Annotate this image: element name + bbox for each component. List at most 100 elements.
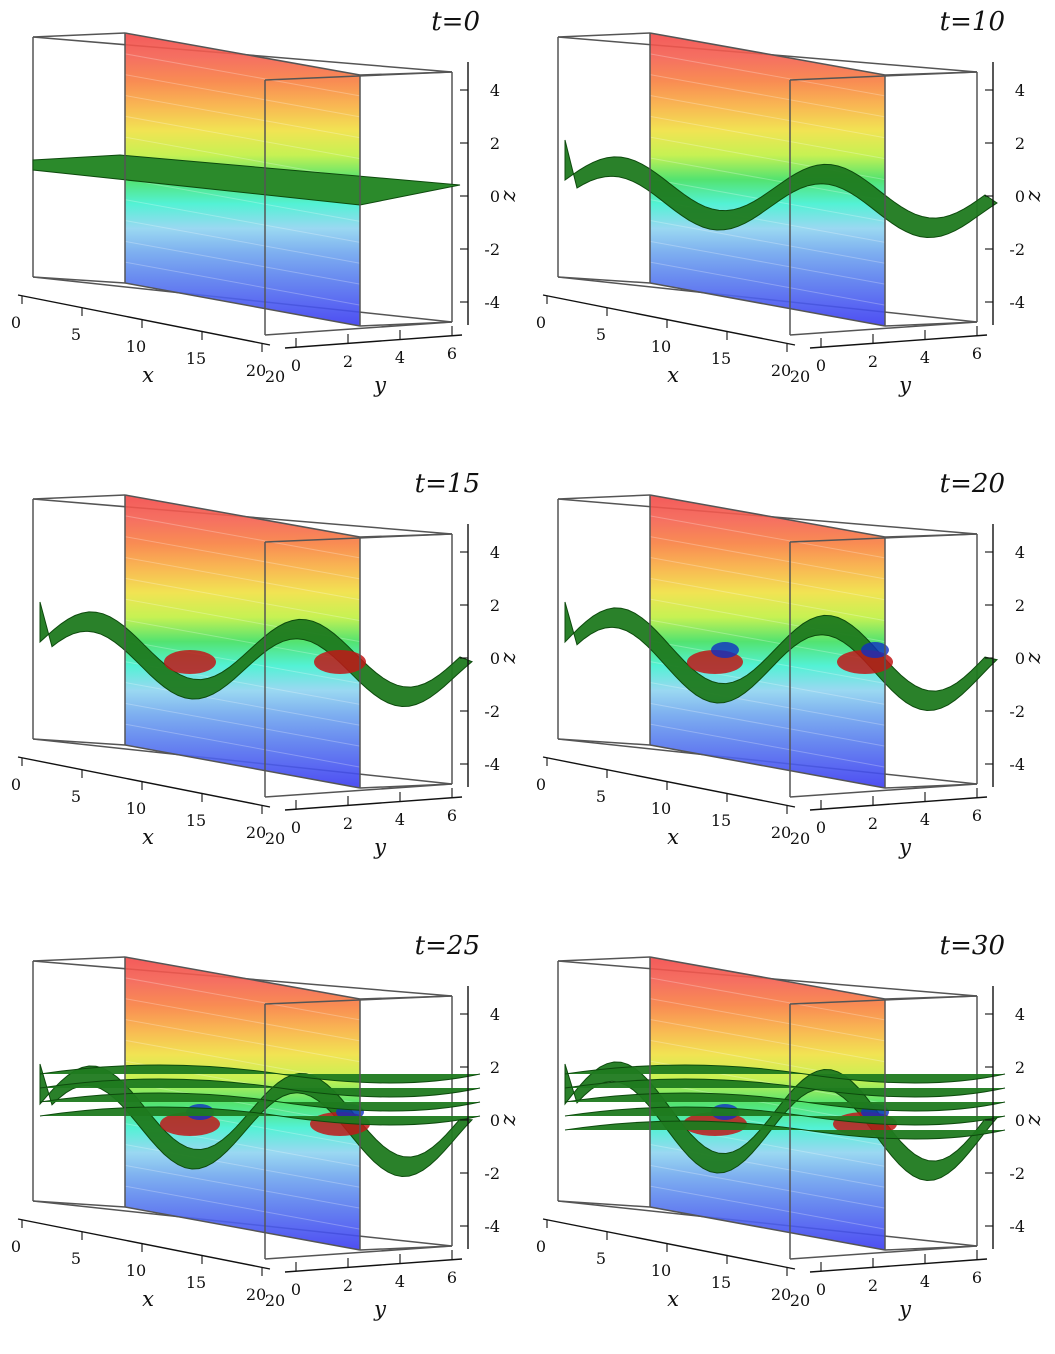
x-tick-label: 20 — [790, 1291, 810, 1310]
z-tick-label: -2 — [1009, 240, 1025, 259]
x-axis-label: x — [142, 1287, 154, 1311]
x-tick-label: 5 — [596, 325, 606, 344]
z-tick-label: -2 — [484, 702, 500, 721]
y-tick-label: 0 — [816, 1280, 826, 1299]
panel-title: t=20 — [940, 469, 1005, 499]
z-tick-label: 0 — [1015, 187, 1025, 206]
y-tick-label: 6 — [447, 806, 457, 825]
box-front-edges — [649, 494, 978, 798]
y-axis: 0 2 4 6 20 y — [790, 788, 988, 859]
isosurface — [564, 1061, 1006, 1182]
isosurface — [32, 154, 461, 206]
z-tick-label: 0 — [1015, 649, 1025, 668]
y-tick-label: 2 — [343, 352, 353, 371]
x-tick-label: 0 — [11, 313, 21, 332]
panel-t30: t=30 0 5 10 15 20 x 0 2 4 6 20 y 4 2 0 -2 -4 z — [525, 924, 1045, 1354]
panel-t0: t=0 0 5 10 15 20 x 0 2 4 6 20 y 4 2 0 -2 -4 z — [0, 0, 520, 430]
x-axis-label: x — [667, 1287, 679, 1311]
y-tick-label: 2 — [868, 352, 878, 371]
z-tick-label: 2 — [490, 134, 500, 153]
z-tick-label: 4 — [1015, 543, 1025, 562]
z-tick-label: -4 — [484, 755, 500, 774]
x-tick-label: 10 — [651, 1261, 671, 1280]
x-tick-label: 10 — [651, 799, 671, 818]
x-tick-label: 10 — [126, 799, 146, 818]
z-tick-label: 4 — [1015, 81, 1025, 100]
y-tick-label: 4 — [395, 810, 405, 829]
x-tick-label: 10 — [651, 337, 671, 356]
x-tick-label: 20 — [246, 361, 266, 380]
y-tick-label: 4 — [920, 348, 930, 367]
z-axis: 4 2 0 -2 -4 z — [985, 62, 1045, 325]
box-front-edges — [124, 494, 453, 798]
x-tick-label: 20 — [265, 367, 285, 386]
y-tick-label: 0 — [291, 1280, 301, 1299]
x-tick-label: 15 — [711, 811, 731, 830]
z-tick-label: 4 — [490, 1005, 500, 1024]
z-tick-label: -4 — [1009, 1217, 1025, 1236]
panel-title: t=25 — [415, 931, 480, 961]
isosurface — [39, 1063, 481, 1178]
x-tick-label: 20 — [771, 361, 791, 380]
y-tick-label: 6 — [972, 1268, 982, 1287]
x-tick-label: 15 — [186, 349, 206, 368]
y-tick-label: 0 — [291, 818, 301, 837]
z-axis: 4 2 0 -2 -4 z — [985, 986, 1045, 1249]
y-tick-label: 0 — [291, 356, 301, 375]
z-tick-label: 4 — [490, 543, 500, 562]
z-tick-label: 0 — [490, 1111, 500, 1130]
y-axis: 0 2 4 6 20 y — [265, 326, 463, 397]
isosurface — [39, 601, 473, 708]
z-tick-label: -2 — [1009, 1164, 1025, 1183]
z-axis-label: z — [496, 190, 520, 203]
z-tick-label: 0 — [490, 187, 500, 206]
z-axis: 4 2 0 -2 -4 z — [460, 62, 520, 325]
x-tick-label: 20 — [246, 1285, 266, 1304]
x-axis-label: x — [142, 363, 154, 387]
x-tick-label: 0 — [11, 775, 21, 794]
x-tick-label: 5 — [71, 787, 81, 806]
z-tick-label: 2 — [490, 1058, 500, 1077]
x-axis: 0 5 10 15 20 x — [11, 756, 271, 849]
z-tick-label: 2 — [490, 596, 500, 615]
z-tick-label: -4 — [1009, 755, 1025, 774]
y-tick-label: 2 — [343, 1276, 353, 1295]
contour-slice — [650, 957, 885, 1250]
y-tick-label: 4 — [395, 348, 405, 367]
panel-t25: t=25 0 5 10 15 20 x 0 2 4 6 20 y 4 2 0 -2 -4 z — [0, 924, 520, 1354]
y-axis: 0 2 4 6 20 y — [790, 326, 988, 397]
panel-title: t=30 — [940, 931, 1005, 961]
z-axis-label: z — [496, 1114, 520, 1127]
x-tick-label: 20 — [771, 1285, 791, 1304]
x-tick-label: 10 — [126, 1261, 146, 1280]
x-tick-label: 0 — [11, 1237, 21, 1256]
y-tick-label: 2 — [868, 1276, 878, 1295]
x-axis-label: x — [667, 825, 679, 849]
y-axis-label: y — [898, 835, 912, 859]
panel-title: t=15 — [415, 469, 480, 499]
z-tick-label: 0 — [1015, 1111, 1025, 1130]
x-tick-label: 0 — [536, 313, 546, 332]
x-tick-label: 5 — [71, 325, 81, 344]
box-front-edges — [124, 956, 453, 1260]
panel-title: t=10 — [940, 7, 1005, 37]
z-axis-label: z — [496, 652, 520, 665]
z-tick-label: 2 — [1015, 1058, 1025, 1077]
x-tick-label: 10 — [126, 337, 146, 356]
y-tick-label: 0 — [816, 356, 826, 375]
y-axis-label: y — [373, 835, 387, 859]
y-axis: 0 2 4 6 20 y — [790, 1250, 988, 1321]
x-tick-label: 0 — [536, 1237, 546, 1256]
z-axis-label: z — [1021, 190, 1045, 203]
panel-t20: t=20 0 5 10 15 20 x 0 2 4 6 20 y 4 2 0 -2 -4 z — [525, 462, 1045, 892]
y-axis-label: y — [373, 373, 387, 397]
z-tick-label: -2 — [484, 240, 500, 259]
y-axis: 0 2 4 6 20 y — [265, 788, 463, 859]
z-tick-label: -4 — [1009, 293, 1025, 312]
x-tick-label: 20 — [265, 829, 285, 848]
x-tick-label: 5 — [596, 1249, 606, 1268]
